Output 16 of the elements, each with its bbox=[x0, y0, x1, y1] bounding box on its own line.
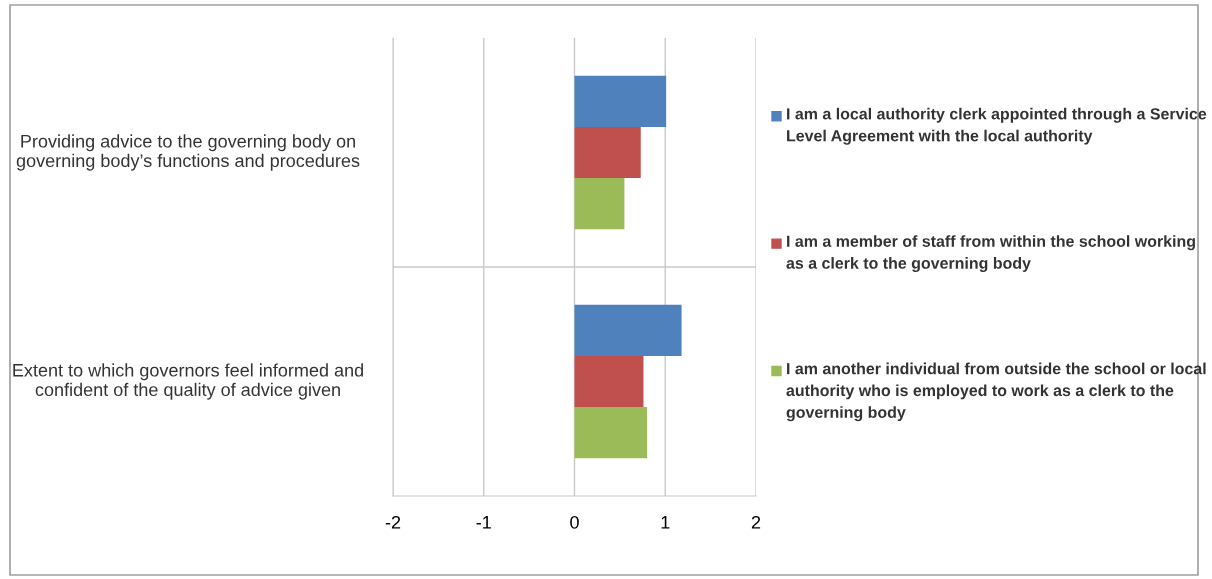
bar bbox=[574, 178, 625, 230]
x-tick-label: 2 bbox=[751, 515, 761, 529]
bar bbox=[574, 407, 648, 459]
x-tick-label: -1 bbox=[476, 516, 491, 529]
x-tick-label: -2 bbox=[385, 515, 401, 529]
legend-label: I am another individual from outside the school or local authority who is employed to work as a clerk to the governing body bbox=[786, 362, 1206, 422]
bar bbox=[574, 304, 682, 356]
x-tick-label: 0 bbox=[570, 515, 579, 529]
legend-label: I am a local authority clerk appointed through a Service Level Agreement with the local authority bbox=[787, 107, 1207, 145]
x-tick-label: 1 bbox=[661, 516, 670, 529]
y-tick-label: Providing advice to the governing body on governing body’s functions and procedures bbox=[16, 134, 360, 171]
legend-label: I am a member of staff from within the school working as a clerk to the governing body bbox=[786, 235, 1195, 273]
bar bbox=[574, 126, 641, 179]
bar bbox=[574, 75, 667, 127]
y-tick-label: Extent to which governors feel informed and confident of the quality of advice given bbox=[13, 363, 363, 400]
bar bbox=[574, 355, 644, 408]
